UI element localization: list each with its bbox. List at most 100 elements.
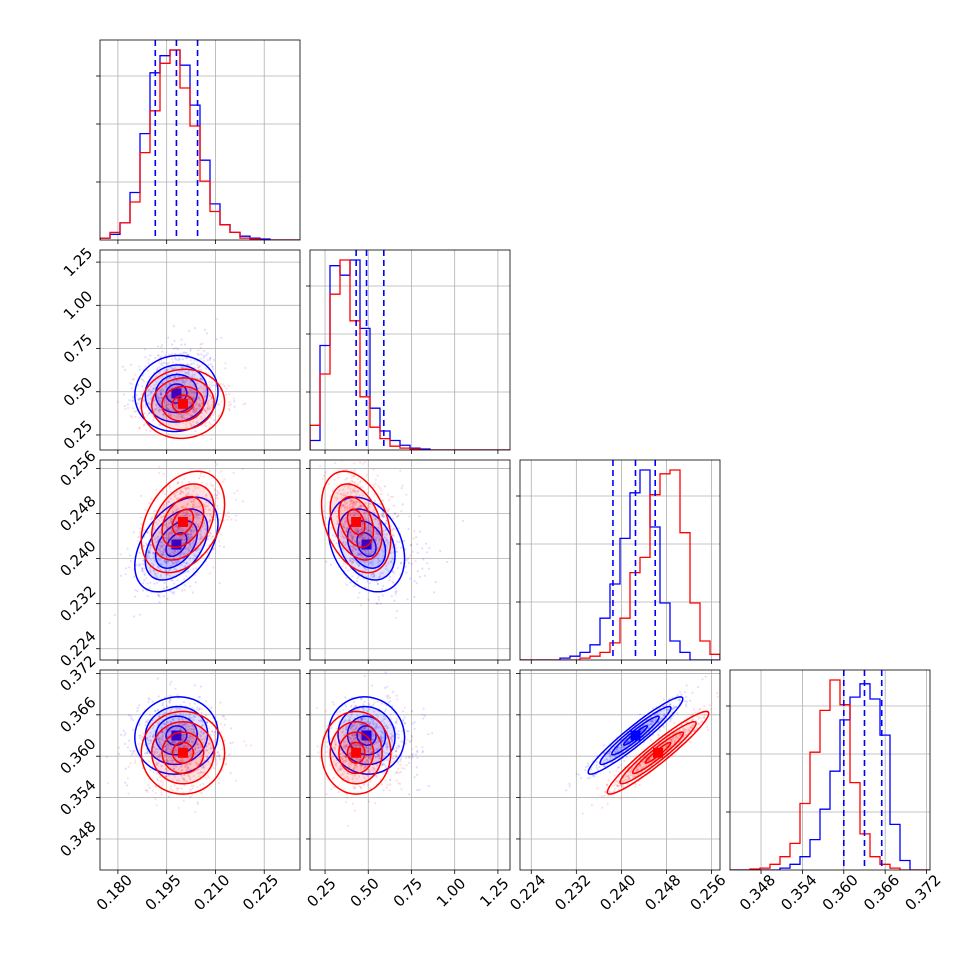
scatter-point-blue bbox=[350, 557, 353, 560]
scatter-point-blue bbox=[209, 532, 212, 535]
scatter-point-red bbox=[400, 510, 403, 513]
scatter-point-red bbox=[350, 479, 353, 482]
scatter-point-blue bbox=[357, 530, 360, 533]
scatter-point-blue bbox=[205, 713, 208, 717]
scatter-point-red bbox=[355, 530, 358, 533]
scatter-point-blue bbox=[372, 703, 375, 707]
scatter-point-blue bbox=[181, 379, 184, 382]
scatter-point-blue bbox=[409, 577, 412, 580]
scatter-point-blue bbox=[156, 403, 159, 406]
scatter-point-blue bbox=[146, 582, 149, 585]
scatter-point-red bbox=[214, 487, 217, 491]
scatter-point-blue bbox=[178, 556, 181, 559]
scatter-point-blue bbox=[182, 380, 185, 384]
scatter-point-blue bbox=[433, 591, 436, 594]
scatter-point-blue bbox=[158, 400, 161, 403]
scatter-point-blue bbox=[164, 397, 167, 400]
scatter-point-red bbox=[386, 784, 389, 787]
scatter-point-red bbox=[172, 376, 175, 379]
scatter-point-red bbox=[145, 429, 148, 432]
scatter-point-red bbox=[372, 550, 375, 553]
scatter-point-red bbox=[349, 505, 352, 508]
scatter-point-blue bbox=[147, 402, 151, 405]
scatter-point-blue bbox=[142, 545, 145, 548]
contour-line-red bbox=[171, 394, 195, 414]
scatter-point-blue bbox=[413, 776, 416, 779]
scatter-point-red bbox=[182, 417, 185, 420]
scatter-point-red bbox=[388, 499, 391, 502]
scatter-point-blue bbox=[377, 596, 380, 599]
y-tick-label: 0.75 bbox=[60, 330, 96, 366]
scatter-point-red bbox=[199, 475, 202, 478]
scatter-point-red bbox=[342, 525, 345, 528]
scatter-point-blue bbox=[229, 772, 232, 775]
scatter-point-blue bbox=[196, 366, 200, 369]
scatter-point-blue bbox=[175, 405, 178, 408]
scatter-point-blue bbox=[352, 500, 355, 503]
scatter-point-red bbox=[235, 779, 238, 782]
scatter-point-red bbox=[202, 782, 205, 786]
scatter-point-blue bbox=[216, 490, 219, 493]
scatter-point-red bbox=[196, 786, 199, 789]
scatter-point-blue bbox=[147, 412, 151, 415]
scatter-point-blue bbox=[189, 796, 192, 799]
scatter-point-red bbox=[184, 413, 187, 416]
scatter-point-blue bbox=[174, 406, 177, 409]
scatter-point-red bbox=[392, 582, 395, 585]
scatter-point-red bbox=[359, 461, 362, 464]
scatter-point-blue bbox=[162, 543, 165, 547]
scatter-point-red bbox=[161, 553, 164, 556]
scatter-point-blue bbox=[358, 505, 361, 508]
scatter-point-blue bbox=[416, 570, 419, 573]
scatter-point-blue bbox=[172, 325, 175, 328]
scatter-point-red bbox=[351, 538, 354, 541]
scatter-point-red bbox=[195, 407, 198, 410]
scatter-point-blue bbox=[147, 551, 150, 555]
scatter-point-blue bbox=[108, 622, 111, 625]
scatter-point-red bbox=[173, 403, 176, 407]
scatter-point-red bbox=[412, 537, 415, 540]
scatter-point-red bbox=[167, 403, 170, 406]
scatter-point-blue bbox=[170, 366, 173, 369]
scatter-point-blue bbox=[358, 591, 361, 594]
y-tick-label: 0.256 bbox=[56, 447, 99, 490]
scatter-point-red bbox=[197, 404, 200, 407]
scatter-point-blue bbox=[356, 577, 359, 580]
scatter-point-blue bbox=[159, 399, 162, 402]
scatter-point-blue bbox=[376, 582, 379, 585]
scatter-point-red bbox=[160, 386, 163, 389]
scatter-point-blue bbox=[157, 594, 160, 597]
scatter-point-red bbox=[360, 604, 363, 607]
scatter-point-blue bbox=[384, 528, 387, 531]
scatter-point-blue bbox=[413, 721, 416, 724]
scatter-point-red bbox=[167, 396, 170, 399]
scatter-point-red bbox=[213, 733, 216, 736]
scatter-point-red bbox=[143, 422, 146, 425]
scatter-point-red bbox=[189, 424, 193, 427]
scatter-point-red bbox=[198, 517, 201, 520]
scatter-point-blue bbox=[380, 587, 384, 591]
scatter-point-red bbox=[408, 515, 411, 518]
scatter-point-red bbox=[183, 370, 187, 373]
scatter-point-blue bbox=[188, 329, 191, 332]
scatter-point-blue bbox=[418, 788, 421, 791]
scatter-point-blue bbox=[368, 552, 371, 555]
scatter-point-blue bbox=[186, 371, 189, 374]
scatter-point-red bbox=[170, 408, 174, 412]
scatter-point-blue bbox=[187, 547, 190, 551]
scatter-point-blue bbox=[350, 535, 353, 538]
peak-marker-red bbox=[177, 747, 188, 758]
scatter-point-red bbox=[197, 366, 200, 369]
scatter-point-red bbox=[374, 518, 377, 521]
scatter-point-blue bbox=[222, 545, 226, 549]
scatter-point-red bbox=[165, 523, 168, 526]
scatter-point-blue bbox=[331, 534, 334, 537]
scatter-point-blue bbox=[351, 561, 354, 564]
scatter-point-red bbox=[153, 407, 157, 411]
scatter-point-red bbox=[138, 426, 141, 429]
scatter-point-blue bbox=[156, 565, 159, 569]
scatter-point-blue bbox=[195, 708, 198, 711]
scatter-point-blue bbox=[418, 530, 421, 533]
scatter-point-blue bbox=[152, 569, 155, 572]
scatter-point-red bbox=[380, 513, 383, 516]
